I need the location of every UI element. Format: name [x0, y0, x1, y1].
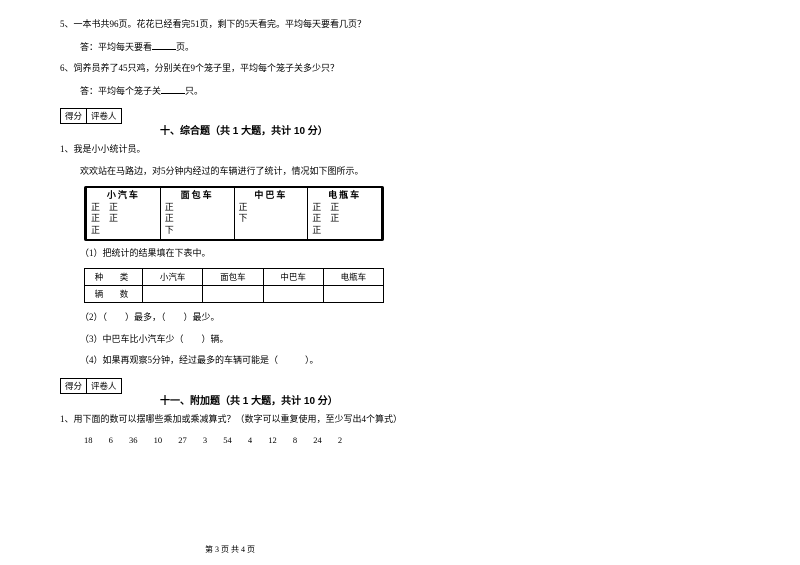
tally-chart: 小汽车 正 正 正 正 正 面包车 正 正 下 中巴车 正 下 电瓶车 正 正 … [84, 186, 384, 241]
tally-col-1: 面包车 正 正 下 [161, 188, 235, 239]
tally-r: 正 正 [312, 202, 377, 214]
tally-r: 正 [165, 213, 230, 225]
blank-fill[interactable] [152, 40, 176, 50]
tally-r: 正 [91, 225, 156, 237]
num: 3 [203, 434, 207, 447]
tally-r: 正 [312, 225, 377, 237]
num: 2 [338, 434, 342, 447]
question-6: 6、饲养员养了45只鸡，分别关在9个笼子里，平均每个笼子关多少只？ [60, 62, 400, 76]
answer-6-suffix: 只。 [185, 86, 203, 96]
s11-q1: 1、用下面的数可以摆哪些乘加或乘减算式？（数字可以重复使用，至少写出4个算式） [60, 413, 400, 427]
tally-col-0: 小汽车 正 正 正 正 正 [87, 188, 161, 239]
tally-r: 正 正 [91, 202, 156, 214]
num: 4 [248, 434, 252, 447]
number-list: 18 6 36 10 27 3 54 4 12 8 24 2 [60, 434, 400, 447]
score-box-grader: 评卷人 [86, 378, 122, 394]
num: 10 [154, 434, 163, 447]
score-box-grader: 评卷人 [86, 108, 122, 124]
score-box-score: 得分 [60, 378, 86, 394]
num: 36 [129, 434, 138, 447]
tally-r: 正 正 [91, 213, 156, 225]
tally-r: 正 [239, 202, 304, 214]
num: 18 [84, 434, 93, 447]
answer-6: 答：平均每个笼子关 只。 [60, 84, 400, 99]
tally-r: 正 [165, 202, 230, 214]
tally-h1: 面包车 [165, 190, 230, 202]
stats-table: 种 类 小汽车 面包车 中巴车 电瓶车 辆 数 [84, 268, 384, 303]
s10-sub2: （2）（ ）最多，（ ）最少。 [60, 311, 400, 325]
blank-fill[interactable] [161, 84, 185, 94]
tally-h3: 电瓶车 [312, 190, 377, 202]
answer-5: 答：平均每天要看 页。 [60, 40, 400, 55]
answer-6-prefix: 答：平均每个笼子关 [80, 86, 161, 96]
tally-col-3: 电瓶车 正 正 正 正 正 [308, 188, 381, 239]
num: 54 [223, 434, 232, 447]
score-box-score: 得分 [60, 108, 86, 124]
th-2: 面包车 [203, 269, 263, 286]
th-0: 种 类 [85, 269, 143, 286]
th-3: 中巴车 [263, 269, 323, 286]
answer-5-prefix: 答：平均每天要看 [80, 42, 152, 52]
num: 8 [293, 434, 297, 447]
section-11-title: 十一、附加题（共 1 大题，共计 10 分） [60, 392, 400, 407]
num: 24 [313, 434, 322, 447]
cell-fill[interactable] [263, 286, 323, 303]
row-label: 辆 数 [85, 286, 143, 303]
question-5: 5、一本书共96页。花花已经看完51页，剩下的5天看完。平均每天要看几页？ [60, 18, 400, 32]
cell-fill[interactable] [323, 286, 383, 303]
tally-h2: 中巴车 [239, 190, 304, 202]
tally-h0: 小汽车 [91, 190, 156, 202]
tally-r: 下 [165, 225, 230, 237]
table-header-row: 种 类 小汽车 面包车 中巴车 电瓶车 [85, 269, 384, 286]
s10-sub3: （3）中巴车比小汽车少（ ）辆。 [60, 333, 400, 347]
page-footer: 第 3 页 共 4 页 [0, 544, 460, 555]
answer-5-suffix: 页。 [176, 42, 194, 52]
num: 6 [109, 434, 113, 447]
th-4: 电瓶车 [323, 269, 383, 286]
tally-r: 正 正 [312, 213, 377, 225]
tally-col-2: 中巴车 正 下 [235, 188, 309, 239]
table-data-row: 辆 数 [85, 286, 384, 303]
num: 27 [178, 434, 187, 447]
s10-sub4: （4）如果再观察5分钟，经过最多的车辆可能是（ ）。 [60, 354, 400, 368]
page-content: 5、一本书共96页。花花已经看完51页，剩下的5天看完。平均每天要看几页？ 答：… [0, 0, 460, 447]
cell-fill[interactable] [143, 286, 203, 303]
num: 12 [268, 434, 277, 447]
th-1: 小汽车 [143, 269, 203, 286]
s10-sub1: （1）把统计的结果填在下表中。 [60, 247, 400, 261]
s10-intro2: 欢欢站在马路边，对5分钟内经过的车辆进行了统计，情况如下图所示。 [60, 165, 400, 179]
cell-fill[interactable] [203, 286, 263, 303]
section-10-title: 十、综合题（共 1 大题，共计 10 分） [60, 122, 400, 137]
s10-intro1: 1、我是小小统计员。 [60, 143, 400, 157]
tally-r: 下 [239, 213, 304, 225]
